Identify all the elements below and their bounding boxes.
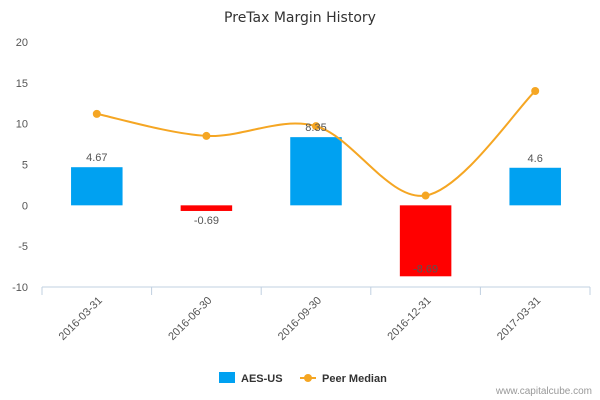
data-labels: 4.67 -0.69 8.35 -8.69 4.6 xyxy=(86,122,543,275)
x-tick-label: 2016-12-31 xyxy=(385,295,433,343)
peer-median-line xyxy=(96,90,536,197)
bar-series xyxy=(71,137,561,277)
y-axis: -10 -5 0 5 10 15 20 xyxy=(12,37,28,294)
x-axis: 2016-03-31 2016-06-30 2016-09-30 2016-12-31… xyxy=(41,286,591,343)
bar[interactable] xyxy=(180,205,233,211)
y-tick-label: 20 xyxy=(16,37,28,49)
line-series xyxy=(92,87,540,200)
bar-data-label: 4.6 xyxy=(528,153,543,165)
legend-swatch xyxy=(219,372,235,383)
peer-median-point[interactable] xyxy=(531,87,540,95)
y-tick-label: 15 xyxy=(16,78,28,90)
y-tick-label: -10 xyxy=(12,282,28,294)
y-tick-label: 5 xyxy=(22,160,28,172)
bar-data-label: -0.69 xyxy=(194,215,219,227)
x-tick-label: 2016-03-31 xyxy=(57,295,105,343)
peer-median-point[interactable] xyxy=(312,122,320,131)
x-tick-label: 2016-09-30 xyxy=(276,295,324,343)
legend-label: Peer Median xyxy=(322,373,387,385)
legend-marker xyxy=(304,374,312,382)
bar[interactable] xyxy=(290,137,342,206)
bar[interactable] xyxy=(509,167,561,206)
legend-item-aes-us[interactable]: AES-US xyxy=(219,372,283,385)
peer-median-point[interactable] xyxy=(202,131,211,140)
x-tick-label: 2016-06-30 xyxy=(166,295,214,343)
peer-median-point[interactable] xyxy=(92,109,101,118)
y-tick-label: 10 xyxy=(16,119,28,131)
legend-label: AES-US xyxy=(241,373,283,385)
y-tick-label: -5 xyxy=(18,241,28,253)
bar-data-label: -8.69 xyxy=(413,263,438,275)
credit-text[interactable]: www.capitalcube.com xyxy=(495,386,592,397)
legend-item-peer-median[interactable]: Peer Median xyxy=(300,373,387,385)
bar[interactable] xyxy=(399,205,452,277)
x-tick-label: 2017-03-31 xyxy=(495,295,543,343)
bar-data-label: 4.67 xyxy=(86,152,107,164)
bar-data-label: 8.35 xyxy=(305,122,326,134)
chart-title: PreTax Margin History xyxy=(224,10,376,26)
bar[interactable] xyxy=(71,167,123,206)
peer-median-point[interactable] xyxy=(421,191,430,200)
legend[interactable]: AES-US Peer Median xyxy=(219,372,387,385)
y-tick-label: 0 xyxy=(22,200,28,212)
